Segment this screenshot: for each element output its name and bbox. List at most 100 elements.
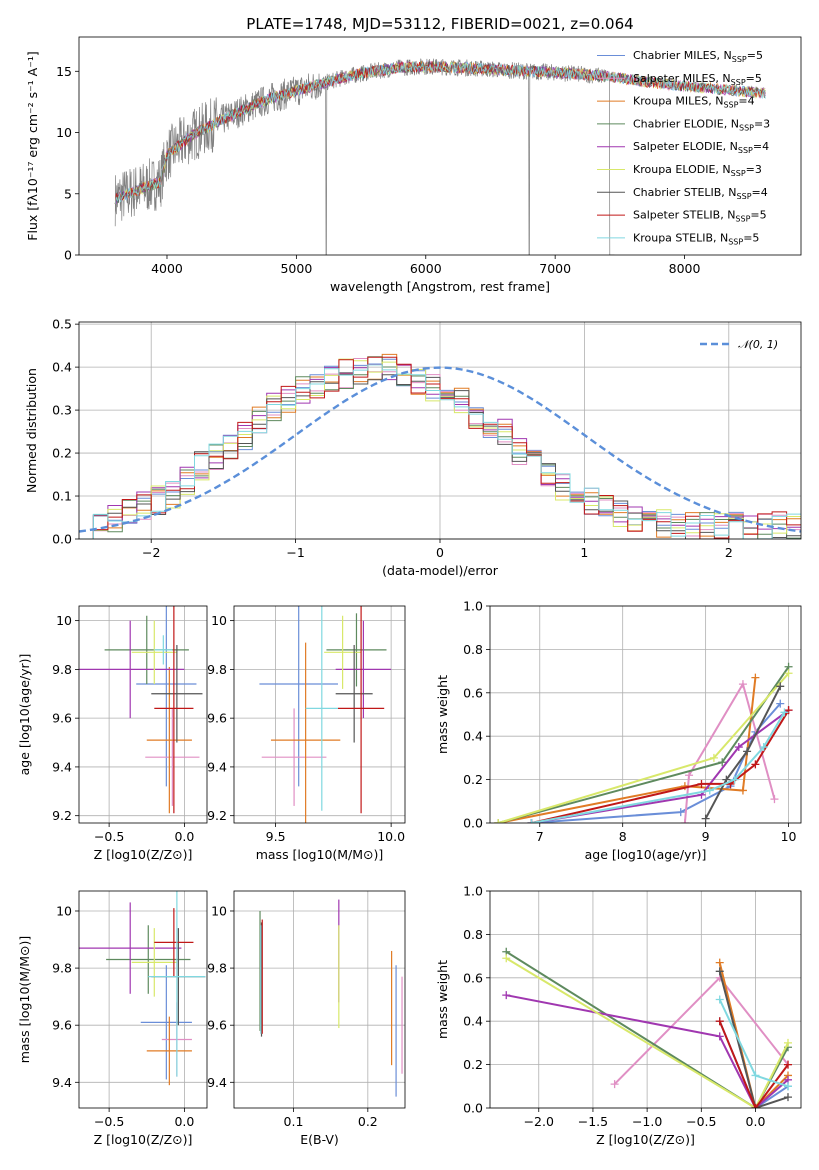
age_vs_mass-frame	[233, 605, 406, 824]
legend-entry-kroupa-miles: Kroupa MILES, NSSP=4	[633, 95, 755, 110]
weight_vs_age-xtick-label: 7	[536, 829, 544, 844]
weight-marker-kroupa-stelib	[751, 1071, 760, 1080]
weight-marker-kroupa-stelib	[730, 775, 739, 784]
weight-marker-salpeter-miles	[770, 795, 779, 804]
spectrum-model-kroupa-stelib	[114, 61, 766, 205]
mass_vs_Z-axes: −0.5 0.0 9.4 9.6 9.8 10 Z [log10(Z/Z⊙)] mass [l…	[17, 890, 208, 1147]
weight-marker-kroupa-stelib	[783, 1082, 792, 1091]
weight-marker-salpeter-stelib	[751, 760, 760, 769]
legend-label: Salpeter STELIB, N	[633, 209, 735, 222]
weight_vs_Z-ytick-label: 0.6	[463, 970, 483, 985]
age_vs_Z-xlabel: Z [log10(Z/Z⊙)]	[94, 847, 193, 862]
spectrum-ytick-label: 5	[64, 186, 72, 201]
residuals-xtick-label: 1	[580, 545, 588, 560]
weight-marker-salpeter-elodie	[734, 743, 743, 752]
age_vs_Z-frame	[78, 605, 208, 824]
weight-line-salpeter-miles	[683, 681, 776, 823]
weight_vs_Z-ytick-label: 0.4	[463, 1014, 483, 1029]
weight-marker-salpeter-stelib	[751, 1104, 760, 1108]
legend-sub: SSP	[732, 55, 747, 64]
spectrum-xlabel: wavelength [Angstrom, rest frame]	[330, 279, 550, 294]
weight-marker-kroupa-miles	[738, 786, 747, 795]
legend-eq: =5	[750, 209, 766, 222]
mass_vs_ebv-ytick-label: 9.4	[207, 1075, 227, 1090]
age_vs_Z-ytick-label: 9.8	[52, 662, 72, 677]
legend-sub: SSP	[737, 192, 752, 201]
legend-eq: =5	[746, 72, 762, 85]
spectrum-xtick-label: 4000	[151, 261, 183, 276]
weight-marker-chabrier-elodie	[718, 758, 727, 767]
spectrum-ytick-label: 10	[56, 125, 72, 140]
weight-marker-kroupa-miles	[751, 673, 760, 682]
weight-line-kroupa-miles	[718, 962, 789, 1108]
age_vs_Z-ytick-label: 10	[56, 613, 72, 628]
mass_vs_Z-ytick-label: 9.6	[52, 1018, 72, 1033]
residuals-ytick-label: 0.1	[52, 489, 72, 504]
legend-sub: SSP	[735, 215, 750, 224]
legend-eq: =4	[753, 140, 769, 153]
residuals-xtick-label: 0	[436, 545, 444, 560]
weight-marker-salpeter-stelib	[697, 779, 706, 788]
residuals-plot-area	[79, 353, 801, 539]
weight_vs_age-xtick-label: 9	[702, 829, 710, 844]
weight_vs_age-plot-area	[494, 662, 793, 823]
age_vs_Z-ylabel: age [log10(age/yr)]	[17, 654, 32, 776]
mass_vs_ebv-frame	[233, 890, 406, 1109]
weight-marker-kroupa-elodie	[502, 954, 511, 963]
residuals-xtick-label: −1	[286, 545, 304, 560]
weight_vs_Z-xtick-label: 0.0	[746, 1114, 766, 1129]
age_vs_mass-ytick-label: 9.8	[207, 662, 227, 677]
mass_vs_ebv-ytick-label: 9.8	[207, 961, 227, 976]
weight-marker-chabrier-stelib	[783, 1093, 792, 1102]
weight_vs_Z-ylabel: mass weight	[435, 960, 450, 1039]
normal-curve	[79, 366, 801, 533]
weight-marker-kroupa-stelib	[705, 786, 714, 795]
mass_vs_ebv-xlabel: E(B-V)	[300, 1132, 339, 1147]
mass_vs_ebv-axes: 0.1 0.2 9.4 9.6 9.8 10 E(B-V)	[207, 890, 406, 1147]
weight-marker-chabrier-stelib	[701, 814, 710, 823]
legend-entry-kroupa-elodie: Kroupa ELODIE, NSSP=3	[633, 163, 762, 178]
weight_vs_age-ytick-label: 0.8	[463, 642, 483, 657]
legend-label: Salpeter MILES, N	[633, 72, 731, 85]
age_vs_mass-xlabel: mass [log10(M/M⊙)]	[256, 847, 384, 862]
weight_vs_age-xtick-label: 8	[619, 829, 627, 844]
weight_vs_age-axes: 7 8 9 10 0.0 0.2 0.4 0.6 0.8 1.0 age [log10(age/yr…	[435, 599, 802, 862]
age_vs_Z-ytick-label: 9.6	[52, 711, 72, 726]
weight-line-kroupa-elodie	[505, 957, 789, 1108]
weight-marker-kroupa-elodie	[494, 819, 503, 823]
legend-entry-chabrier-stelib: Chabrier STELIB, NSSP=4	[633, 186, 768, 201]
spectrum-xtick-label: 7000	[539, 261, 571, 276]
mass_vs_ebv-plot-area	[259, 899, 403, 1097]
residuals-ytick-label: 0.5	[52, 317, 72, 332]
mass_vs_Z-plot-area	[79, 891, 206, 1086]
age_vs_mass-xtick-label: 9.5	[266, 829, 286, 844]
residuals-xtick-label: 2	[725, 545, 733, 560]
residuals-ytick-label: 0.0	[52, 532, 72, 547]
weight-line-kroupa-elodie	[498, 672, 790, 823]
weight_vs_Z-xtick-label: −0.5	[686, 1114, 716, 1129]
age_vs_mass-ytick-label: 10	[211, 613, 227, 628]
weight-marker-salpeter-elodie	[502, 991, 511, 1000]
weight-line-chabrier-stelib	[704, 685, 782, 820]
weight_vs_age-ytick-label: 0.4	[463, 729, 483, 744]
legend-eq: =3	[746, 163, 762, 176]
spectrum-xtick-label: 6000	[410, 261, 442, 276]
legend-sub: SSP	[728, 237, 743, 246]
mass_vs_Z-ylabel: mass [log10(M/M⊙)]	[17, 936, 32, 1064]
weight-line-salpeter-elodie	[506, 994, 789, 1108]
legend-sub: SSP	[738, 146, 753, 155]
mass_vs_Z-frame	[78, 890, 208, 1109]
weight_vs_Z-plot-area	[502, 947, 792, 1108]
weight_vs_Z-ytick-label: 0.8	[463, 927, 483, 942]
legend-eq: =5	[743, 231, 759, 244]
weight_vs_Z-xlabel: Z [log10(Z/Z⊙)]	[596, 1132, 695, 1147]
weight_vs_Z-ytick-label: 1.0	[463, 884, 483, 899]
weight_vs_Z-xtick-label: −2.0	[524, 1114, 554, 1129]
weight_vs_Z-frame	[489, 890, 802, 1109]
mass_vs_Z-ytick-label: 10	[56, 903, 72, 918]
age_vs_mass-ytick-label: 9.4	[207, 759, 227, 774]
spectrum-xtick-label: 5000	[280, 261, 312, 276]
age_vs_mass-plot-area	[259, 606, 392, 823]
age_vs_Z-axes: −0.5 0.0 9.2 9.4 9.6 9.8 10 Z [log10(Z/Z⊙)] age …	[17, 605, 208, 862]
